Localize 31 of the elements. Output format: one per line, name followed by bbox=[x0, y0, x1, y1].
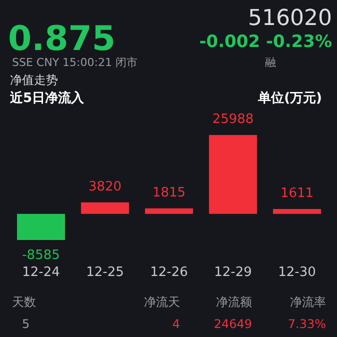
x-tick-label: 12-25 bbox=[86, 265, 124, 280]
x-tick-label: 12-24 bbox=[22, 265, 60, 280]
text: 净值走势 bbox=[10, 73, 58, 87]
x-tick-label: 12-30 bbox=[278, 265, 316, 280]
bar bbox=[81, 202, 129, 214]
text: 24649 bbox=[214, 317, 252, 331]
text: 0.875 bbox=[8, 19, 116, 59]
data-label: 25988 bbox=[212, 112, 254, 127]
bar bbox=[209, 135, 257, 214]
x-tick-label: 12-26 bbox=[150, 265, 188, 280]
text: 净流额 bbox=[216, 295, 252, 309]
text: SSE CNY 15:00:21 闭市 bbox=[12, 56, 138, 69]
data-label: 3820 bbox=[88, 179, 122, 194]
text: 融 bbox=[265, 56, 276, 69]
text: 净流天 bbox=[144, 295, 180, 309]
text: 净流率 bbox=[290, 295, 326, 309]
bar bbox=[17, 214, 65, 240]
text: 4 bbox=[172, 317, 180, 331]
data-label: -8585 bbox=[22, 248, 60, 263]
data-label: 1611 bbox=[280, 186, 314, 202]
chart-title: 近5日净流入 bbox=[9, 90, 86, 106]
y-axis-title: 单位(万元) bbox=[257, 90, 322, 106]
text: 天数 bbox=[12, 295, 36, 309]
data-label: 1815 bbox=[152, 185, 186, 200]
text: -0.002 -0.23% bbox=[199, 32, 332, 52]
bar bbox=[273, 209, 321, 214]
text: 7.33% bbox=[288, 317, 326, 331]
text: 5 bbox=[22, 317, 30, 331]
text: 516020 bbox=[248, 6, 332, 31]
bar bbox=[145, 208, 193, 214]
x-tick-label: 12-29 bbox=[214, 265, 252, 280]
